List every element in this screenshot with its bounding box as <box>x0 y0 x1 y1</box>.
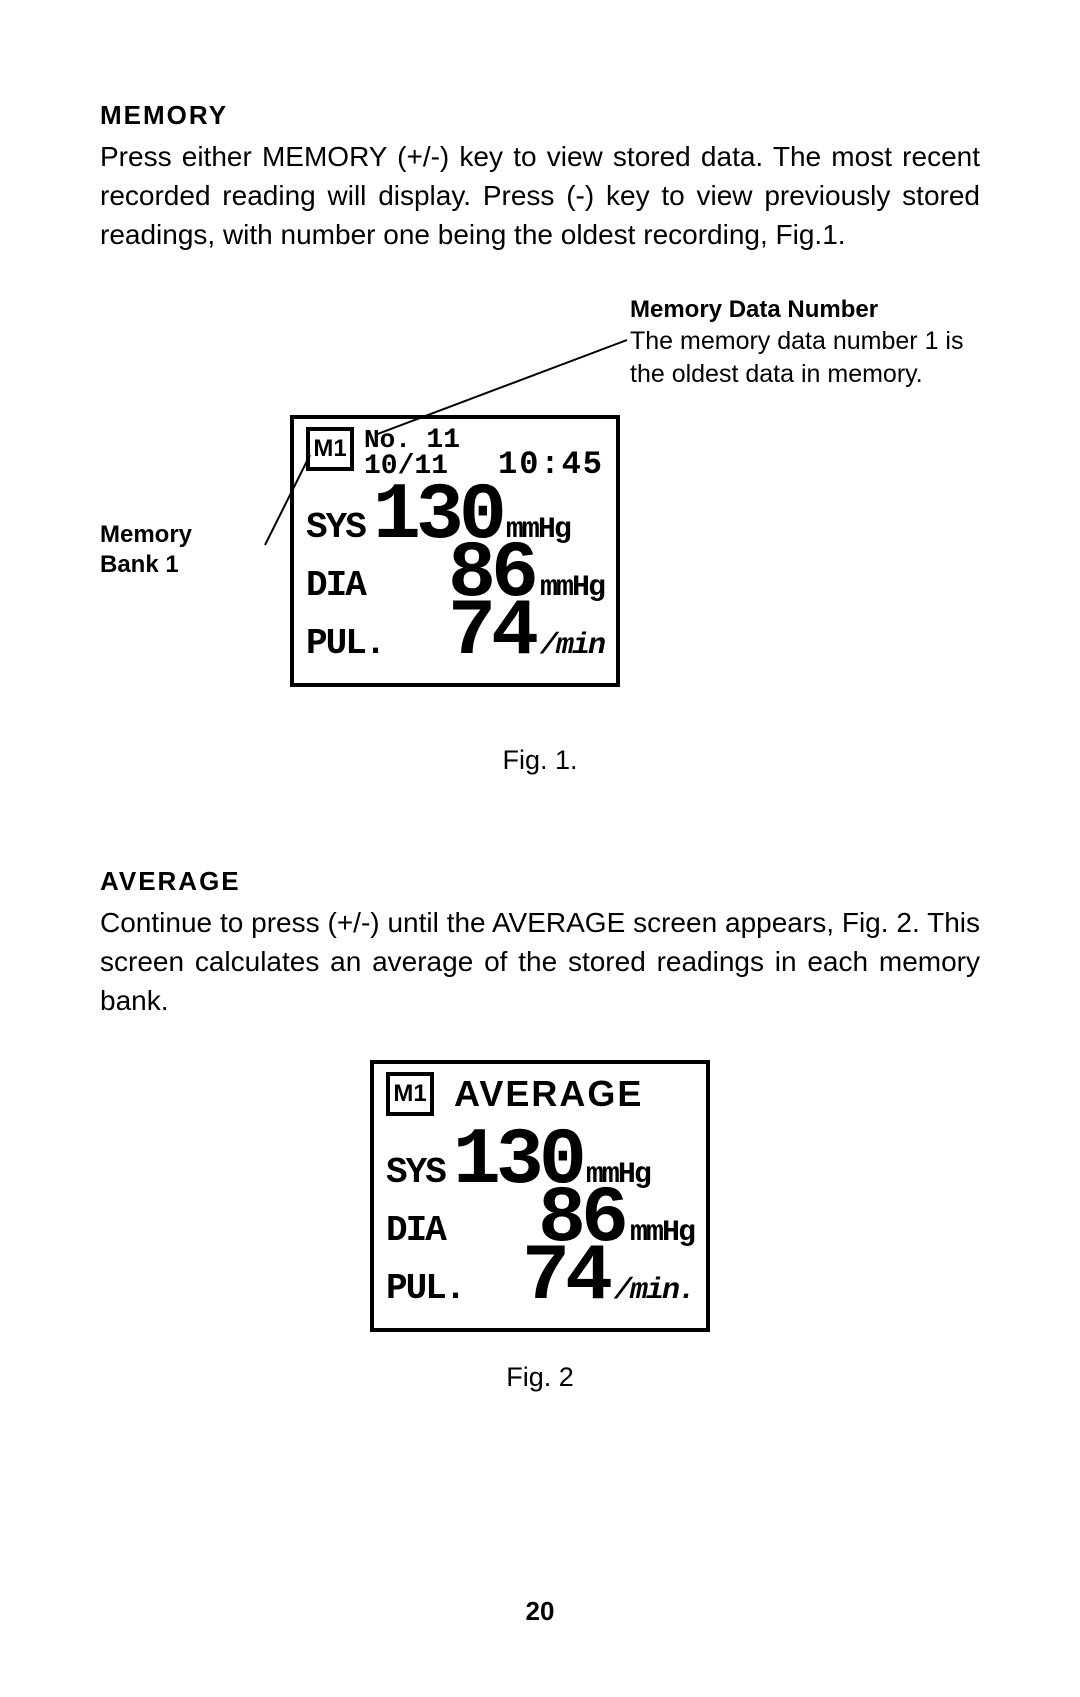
fig2-header: AVERAGE <box>454 1076 643 1112</box>
average-body: Continue to press (+/-) until the AVERAG… <box>100 903 980 1021</box>
fig2-pul-unit: /min. <box>614 1276 694 1306</box>
fig1-lcd: M1 No. 11 10/11 10:45 SYS 130 mmHg DIA 8… <box>290 415 620 687</box>
memory-title: MEMORY <box>100 100 980 131</box>
fig1-dia-label: DIA <box>306 568 365 604</box>
fig1-dia-unit: mmHg <box>540 573 604 603</box>
fig1-left-callout-2: Bank 1 <box>100 550 270 580</box>
fig1-pul-unit: /min <box>540 631 604 661</box>
fig1-pul-label: PUL. <box>306 626 384 662</box>
figure-2-area: M1 AVERAGE SYS 130 mmHg DIA 86 mmHg PUL.… <box>100 1060 980 1332</box>
fig1-time: 10:45 <box>498 449 604 481</box>
page-number: 20 <box>0 1596 1080 1627</box>
fig2-dia-unit: mmHg <box>630 1218 694 1248</box>
fig2-lcd: M1 AVERAGE SYS 130 mmHg DIA 86 mmHg PUL.… <box>370 1060 710 1332</box>
fig2-dia-label: DIA <box>386 1213 445 1249</box>
fig1-pul-value: 74 <box>448 593 534 673</box>
fig1-m1-icon: M1 <box>306 427 354 471</box>
figure-1-area: Memory Bank 1 Memory Data Number The mem… <box>100 295 980 715</box>
fig1-left-callout-1: Memory <box>100 520 270 550</box>
fig2-pul-label: PUL. <box>386 1271 464 1307</box>
fig1-caption: Fig. 1. <box>100 745 980 776</box>
memory-body: Press either MEMORY (+/-) key to view st… <box>100 137 980 255</box>
fig1-right-callout-body: The memory data number 1 is the oldest d… <box>630 325 970 393</box>
fig1-sys-label: SYS <box>306 510 365 546</box>
fig1-right-callout-title: Memory Data Number <box>630 295 970 325</box>
fig2-pul-value: 74 <box>522 1238 608 1318</box>
fig2-caption: Fig. 2 <box>100 1362 980 1393</box>
fig2-sys-label: SYS <box>386 1155 445 1191</box>
average-title: AVERAGE <box>100 866 980 897</box>
fig2-m1-icon: M1 <box>386 1072 434 1116</box>
